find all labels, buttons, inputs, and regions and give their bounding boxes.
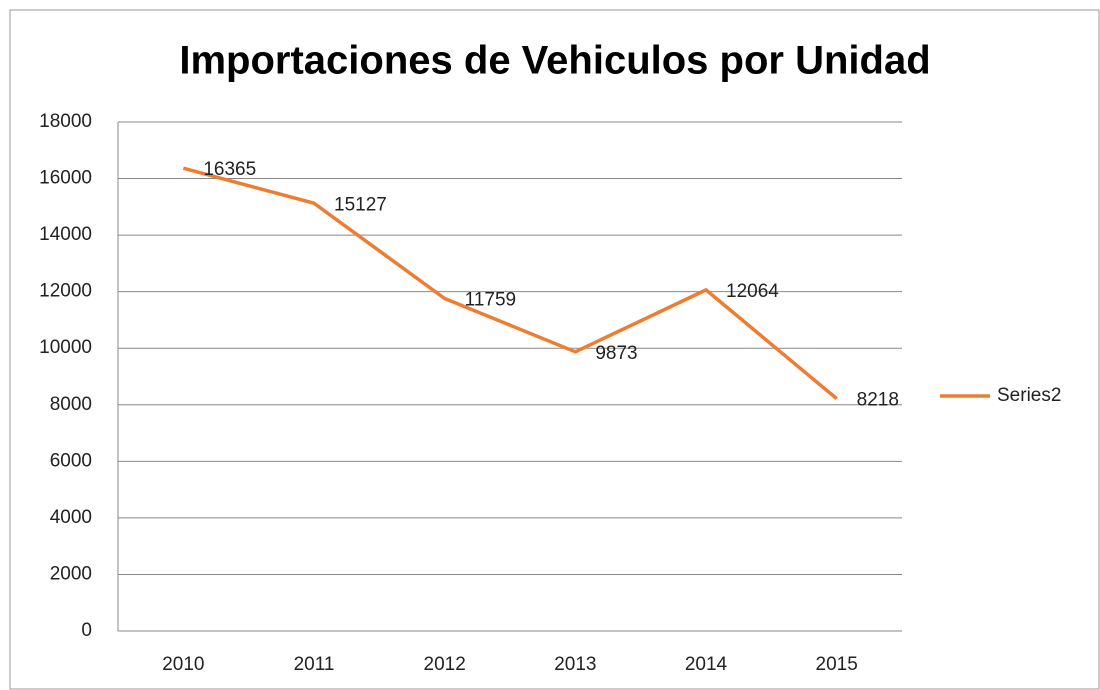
y-tick-label: 10000 bbox=[39, 337, 92, 358]
data-label: 9873 bbox=[595, 343, 637, 364]
chart-title: Importaciones de Vehiculos por Unidad bbox=[179, 39, 930, 83]
y-tick-label: 18000 bbox=[39, 111, 92, 132]
data-label: 15127 bbox=[334, 194, 387, 215]
y-tick-label: 6000 bbox=[50, 450, 92, 471]
y-tick-label: 4000 bbox=[50, 507, 92, 528]
y-tick-label: 2000 bbox=[50, 563, 92, 584]
x-tick-label: 2012 bbox=[424, 654, 466, 675]
data-label: 11759 bbox=[465, 289, 516, 310]
x-tick-label: 2014 bbox=[685, 654, 728, 675]
y-tick-label: 12000 bbox=[39, 281, 92, 302]
chart-frame bbox=[9, 9, 1100, 690]
y-tick-label: 8000 bbox=[50, 394, 92, 415]
data-label: 8218 bbox=[857, 390, 899, 411]
line-series bbox=[182, 166, 838, 400]
y-tick-label: 16000 bbox=[39, 168, 92, 189]
y-tick-label: 0 bbox=[81, 620, 92, 641]
y-tick-label: 14000 bbox=[39, 224, 92, 245]
x-tick-label: 2010 bbox=[162, 654, 204, 675]
x-tick-label: 2013 bbox=[554, 654, 596, 675]
legend-label: Series2 bbox=[997, 385, 1061, 406]
data-label: 12064 bbox=[726, 281, 779, 302]
data-label: 16365 bbox=[203, 159, 256, 180]
x-tick-label: 2015 bbox=[816, 654, 858, 675]
x-tick-label: 2011 bbox=[294, 654, 335, 675]
